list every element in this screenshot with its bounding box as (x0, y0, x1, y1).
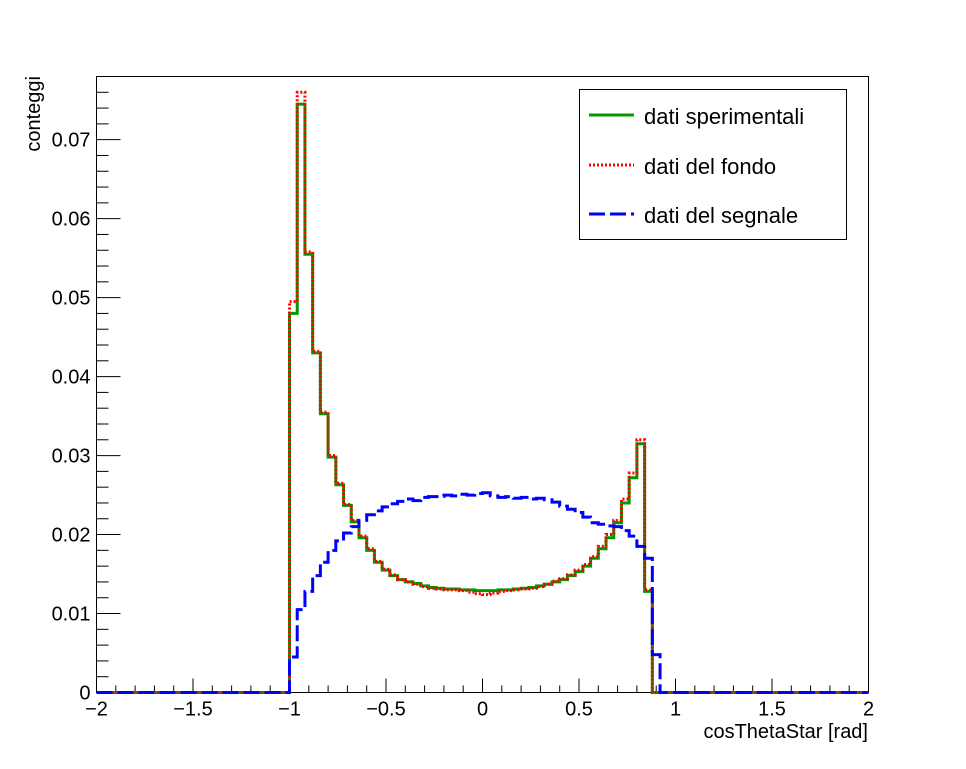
legend-label-signal: dati del segnale (644, 203, 798, 228)
x-tick-label: 0.5 (565, 699, 593, 721)
y-tick-label: 0.07 (52, 130, 91, 152)
y-tick-labels: 0 0.01 0.02 0.03 0.04 0.05 0.06 0.07 (52, 130, 91, 705)
x-tick-label: 1.5 (758, 699, 786, 721)
x-tick-label: 2 (863, 699, 874, 721)
y-tick-label: 0 (79, 683, 90, 705)
axis-ticks (96, 76, 869, 693)
series-line-signal (96, 491, 869, 694)
x-tick-label: 0 (477, 699, 488, 721)
legend-label-experimental: dati sperimentali (644, 104, 804, 129)
x-tick-label: 1 (670, 699, 681, 721)
y-tick-label: 0.01 (52, 604, 91, 626)
x-tick-label: −1.5 (173, 699, 212, 721)
x-tick-label: −2 (85, 699, 108, 721)
y-tick-label: 0.03 (52, 446, 91, 468)
legend: dati sperimentali dati del fondo dati de… (579, 89, 847, 240)
series-layer (96, 90, 869, 694)
x-tick-label: −0.5 (366, 699, 405, 721)
y-tick-label: 0.06 (52, 209, 91, 231)
y-tick-label: 0.02 (52, 525, 91, 547)
x-axis-label: cosThetaStar [rad] (703, 721, 868, 743)
y-axis-label: conteggi (23, 76, 45, 152)
legend-label-background: dati del fondo (644, 154, 776, 179)
x-tick-label: −1 (278, 699, 301, 721)
y-tick-label: 0.05 (52, 288, 91, 310)
y-tick-label: 0.04 (52, 367, 91, 389)
x-tick-labels: −2 −1.5 −1 −0.5 0 0.5 1 1.5 2 (85, 699, 874, 721)
